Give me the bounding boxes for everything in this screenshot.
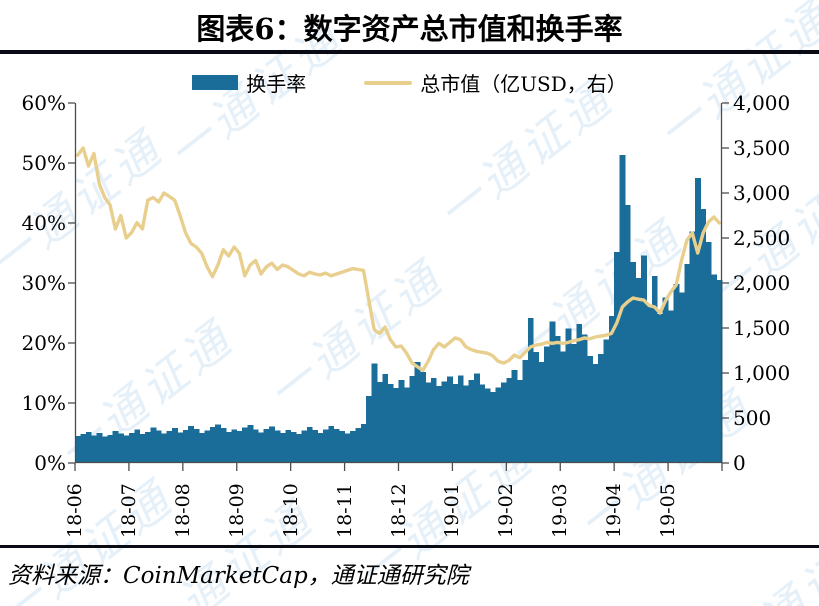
- x-axis-tick-label: 18-10: [279, 483, 302, 538]
- left-axis-tick-label: 10%: [21, 391, 66, 415]
- chart-canvas: [68, 102, 729, 471]
- legend-swatch-turnover: [192, 75, 239, 90]
- right-axis-tick-label: 3,500: [733, 136, 791, 160]
- source-divider: [0, 545, 819, 548]
- right-axis-tick-label: 2,500: [733, 226, 791, 250]
- watermark-text: 一通证通: [707, 510, 819, 606]
- chart-title: 图表6：数字资产总市值和换手率: [196, 12, 623, 46]
- axes: [68, 102, 729, 471]
- x-axis-tick-label: 19-01: [441, 483, 464, 538]
- right-axis-tick-label: 2,000: [733, 271, 791, 295]
- left-axis-tick-label: 0%: [34, 451, 66, 475]
- right-axis-tick-label: 0: [733, 451, 746, 475]
- right-axis-tick-label: 1,500: [733, 316, 791, 340]
- source-text: 资料来源：CoinMarketCap，通证通研究院: [8, 563, 469, 589]
- mcap-line: [76, 146, 721, 372]
- legend: 换手率 总市值（亿USD，右）: [0, 68, 819, 97]
- right-axis-tick-label: 500: [733, 406, 772, 430]
- x-axis-tick-label: 19-02: [495, 483, 518, 538]
- right-axis-tick-label: 3,000: [733, 181, 791, 205]
- legend-item-mcap: 总市值（亿USD，右）: [364, 68, 627, 97]
- x-axis-tick-label: 19-03: [549, 483, 572, 538]
- x-axis-tick-label: 18-07: [117, 483, 140, 538]
- x-axis-tick-label: 18-08: [171, 483, 194, 538]
- left-axis-tick-label: 60%: [21, 91, 66, 115]
- x-axis-tick-label: 19-05: [657, 483, 680, 538]
- title-underline: [0, 50, 819, 54]
- legend-swatch-mcap: [364, 80, 413, 85]
- legend-item-turnover: 换手率: [192, 68, 306, 97]
- right-axis-tick-label: 4,000: [733, 91, 791, 115]
- legend-label-turnover: 换手率: [246, 72, 307, 96]
- left-axis-tick-label: 30%: [21, 271, 66, 295]
- left-axis-tick-label: 50%: [21, 151, 66, 175]
- x-axis-tick-label: 19-04: [603, 483, 626, 538]
- turnover-bars: [75, 155, 723, 463]
- left-axis-tick-label: 20%: [21, 331, 66, 355]
- x-axis-tick-label: 18-06: [64, 483, 86, 538]
- left-axis-tick-label: 40%: [21, 211, 66, 235]
- legend-label-mcap: 总市值（亿USD，右）: [420, 72, 627, 96]
- right-axis-tick-label: 1,000: [733, 361, 791, 385]
- plot-area: [68, 102, 729, 471]
- x-axis-tick-label: 18-09: [225, 483, 248, 538]
- x-axis-tick-label: 18-12: [387, 483, 410, 538]
- x-axis-tick-label: 18-11: [333, 483, 356, 538]
